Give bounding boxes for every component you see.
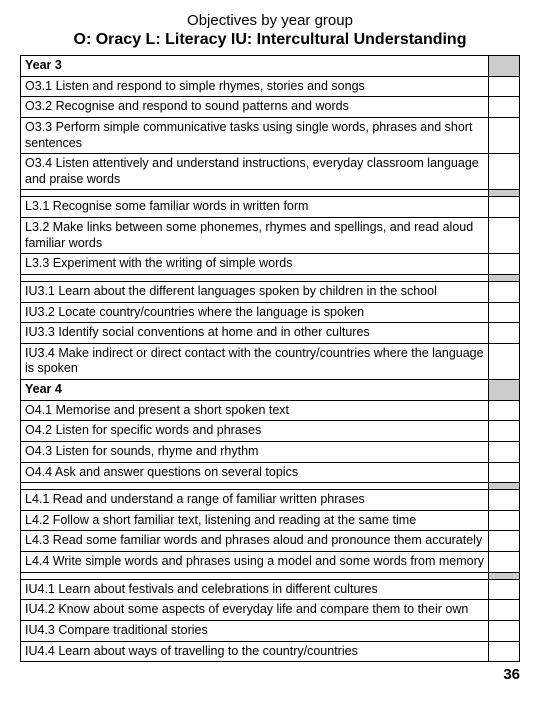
objective-row: O4.4 Ask and answer questions on several… — [21, 462, 520, 483]
check-cell — [489, 56, 520, 77]
check-cell — [489, 552, 520, 573]
objective-row: IU4.3 Compare traditional stories — [21, 620, 520, 641]
check-cell — [489, 197, 520, 218]
check-cell — [489, 441, 520, 462]
objective-text: O3.3 Perform simple communicative tasks … — [21, 117, 489, 153]
legend-key: O: Oracy L: Literacy IU: Intercultural U… — [20, 31, 520, 49]
objective-row: IU3.1 Learn about the different language… — [21, 281, 520, 302]
check-cell — [489, 400, 520, 421]
spacer-cell — [21, 483, 489, 490]
check-cell — [489, 302, 520, 323]
objective-text: O4.4 Ask and answer questions on several… — [21, 462, 489, 483]
check-cell — [489, 490, 520, 511]
check-cell — [489, 380, 520, 401]
check-cell — [489, 641, 520, 662]
check-cell — [489, 620, 520, 641]
objective-row: L4.4 Write simple words and phrases usin… — [21, 552, 520, 573]
spacer-row — [21, 572, 520, 579]
objective-text: O3.1 Listen and respond to simple rhymes… — [21, 76, 489, 97]
objective-text: L4.2 Follow a short familiar text, liste… — [21, 510, 489, 531]
check-cell — [489, 483, 520, 490]
objective-row: O4.1 Memorise and present a short spoken… — [21, 400, 520, 421]
objective-text: L3.3 Experiment with the writing of simp… — [21, 254, 489, 275]
objective-text: O4.3 Listen for sounds, rhyme and rhythm — [21, 441, 489, 462]
objective-text: IU3.4 Make indirect or direct contact wi… — [21, 343, 489, 379]
check-cell — [489, 531, 520, 552]
objective-row: O3.4 Listen attentively and understand i… — [21, 154, 520, 190]
check-cell — [489, 254, 520, 275]
objective-text: IU3.2 Locate country/countries where the… — [21, 302, 489, 323]
objective-text: O3.4 Listen attentively and understand i… — [21, 154, 489, 190]
objective-text: L4.1 Read and understand a range of fami… — [21, 490, 489, 511]
objective-text: O4.1 Memorise and present a short spoken… — [21, 400, 489, 421]
objective-text: L3.2 Make links between some phonemes, r… — [21, 218, 489, 254]
objective-row: L3.3 Experiment with the writing of simp… — [21, 254, 520, 275]
page-subtitle: Objectives by year group — [20, 12, 520, 29]
objective-row: IU3.3 Identify social conventions at hom… — [21, 323, 520, 344]
objective-row: IU4.2 Know about some aspects of everyda… — [21, 600, 520, 621]
check-cell — [489, 274, 520, 281]
objective-text: L4.4 Write simple words and phrases usin… — [21, 552, 489, 573]
objective-text: L4.3 Read some familiar words and phrase… — [21, 531, 489, 552]
objective-row: L4.3 Read some familiar words and phrase… — [21, 531, 520, 552]
objective-row: IU3.2 Locate country/countries where the… — [21, 302, 520, 323]
spacer-cell — [21, 274, 489, 281]
check-cell — [489, 343, 520, 379]
year-header-cell: Year 4 — [21, 380, 489, 401]
check-cell — [489, 323, 520, 344]
spacer-row — [21, 190, 520, 197]
objective-row: L4.2 Follow a short familiar text, liste… — [21, 510, 520, 531]
year-header-row: Year 3 — [21, 56, 520, 77]
objective-text: L3.1 Recognise some familiar words in wr… — [21, 197, 489, 218]
objective-row: L3.2 Make links between some phonemes, r… — [21, 218, 520, 254]
objective-row: O3.3 Perform simple communicative tasks … — [21, 117, 520, 153]
page-number: 36 — [20, 666, 520, 683]
check-cell — [489, 117, 520, 153]
objective-row: IU3.4 Make indirect or direct contact wi… — [21, 343, 520, 379]
objective-row: O4.2 Listen for specific words and phras… — [21, 421, 520, 442]
objective-row: IU4.4 Learn about ways of travelling to … — [21, 641, 520, 662]
spacer-row — [21, 483, 520, 490]
check-cell — [489, 579, 520, 600]
spacer-row — [21, 274, 520, 281]
objective-row: L4.1 Read and understand a range of fami… — [21, 490, 520, 511]
objective-text: IU4.2 Know about some aspects of everyda… — [21, 600, 489, 621]
spacer-cell — [21, 190, 489, 197]
objective-text: IU4.4 Learn about ways of travelling to … — [21, 641, 489, 662]
objective-text: IU3.3 Identify social conventions at hom… — [21, 323, 489, 344]
objective-row: O4.3 Listen for sounds, rhyme and rhythm — [21, 441, 520, 462]
objective-row: IU4.1 Learn about festivals and celebrat… — [21, 579, 520, 600]
check-cell — [489, 572, 520, 579]
objective-text: IU4.3 Compare traditional stories — [21, 620, 489, 641]
objective-text: IU3.1 Learn about the different language… — [21, 281, 489, 302]
check-cell — [489, 421, 520, 442]
check-cell — [489, 281, 520, 302]
check-cell — [489, 600, 520, 621]
check-cell — [489, 154, 520, 190]
year-header-cell: Year 3 — [21, 56, 489, 77]
check-cell — [489, 76, 520, 97]
spacer-cell — [21, 572, 489, 579]
check-cell — [489, 190, 520, 197]
objective-text: O3.2 Recognise and respond to sound patt… — [21, 97, 489, 118]
check-cell — [489, 218, 520, 254]
check-cell — [489, 510, 520, 531]
objective-text: IU4.1 Learn about festivals and celebrat… — [21, 579, 489, 600]
objective-row: O3.2 Recognise and respond to sound patt… — [21, 97, 520, 118]
objective-text: O4.2 Listen for specific words and phras… — [21, 421, 489, 442]
objectives-table: Year 3O3.1 Listen and respond to simple … — [20, 55, 520, 662]
year-header-row: Year 4 — [21, 380, 520, 401]
check-cell — [489, 462, 520, 483]
objective-row: L3.1 Recognise some familiar words in wr… — [21, 197, 520, 218]
check-cell — [489, 97, 520, 118]
objective-row: O3.1 Listen and respond to simple rhymes… — [21, 76, 520, 97]
